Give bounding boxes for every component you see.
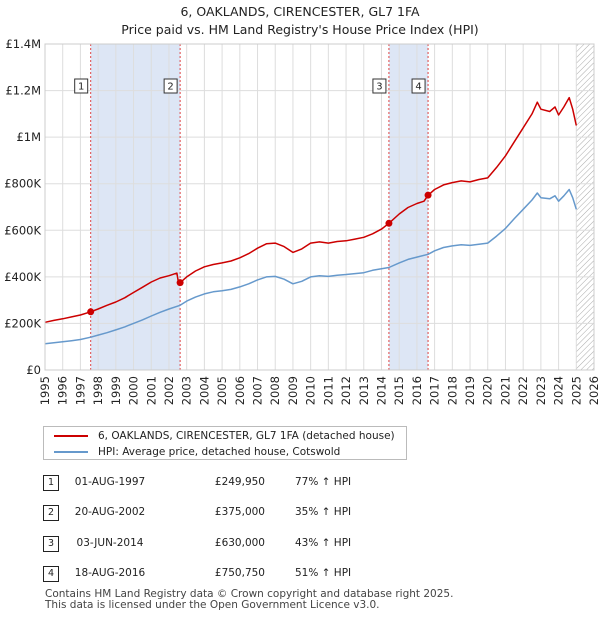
sale-marker-label: 4 — [415, 82, 421, 93]
sale-hpi-change: 43% ↑ HPI — [295, 537, 352, 549]
attribution-line-1: Contains HM Land Registry data © Crown c… — [45, 588, 454, 600]
price-chart: 1 2 3 4 £0 £200K £400K £600K £800K £1M £1.2M £1.4M… — [4, 37, 600, 405]
x-tick-label: 2020 — [481, 376, 495, 405]
attribution-footer: Contains HM Land Registry data © Crown c… — [45, 589, 453, 611]
x-tick-label: 2010 — [304, 376, 318, 405]
y-tick-label: £400K — [4, 270, 41, 284]
x-tick-label: 2021 — [498, 376, 512, 405]
sale-price: £375,000 — [214, 506, 265, 518]
sale-date: 20-AUG-2002 — [74, 506, 146, 518]
x-tick-label: 2017 — [428, 376, 442, 405]
sale-row: 1 01-AUG-1997 £249,950 77% ↑ HPI — [0, 475, 600, 493]
x-tick-label: 2016 — [410, 376, 424, 405]
x-tick-label: 2025 — [569, 376, 583, 405]
x-tick-label: 2007 — [251, 376, 265, 405]
x-tick-label: 2006 — [233, 376, 247, 405]
x-tick-label: 2003 — [180, 376, 194, 405]
x-tick-label: 2004 — [197, 376, 211, 405]
x-tick-label: 2008 — [268, 376, 282, 405]
x-tick-label: 1998 — [91, 376, 105, 405]
y-tick-label: £0 — [26, 363, 41, 377]
sale-row: 2 20-AUG-2002 £375,000 35% ↑ HPI — [0, 505, 600, 523]
x-tick-label: 2001 — [144, 376, 158, 405]
sale-point — [424, 191, 432, 199]
x-tick-label: 2022 — [516, 376, 530, 405]
x-tick-label: 2019 — [463, 376, 477, 405]
plot-area-frame — [44, 43, 595, 371]
x-tick-label: 1999 — [109, 376, 123, 405]
shaded-period — [90, 44, 181, 370]
sale-price: £750,750 — [214, 567, 265, 579]
sale-number-badge: 4 — [43, 566, 59, 582]
sale-row: 4 18-AUG-2016 £750,750 51% ↑ HPI — [0, 566, 600, 584]
x-tick-label: 2014 — [374, 376, 388, 405]
x-tick-label: 2024 — [552, 376, 566, 405]
x-tick-label: 1995 — [38, 376, 52, 405]
sale-number-badge: 3 — [43, 536, 59, 552]
x-tick-label: 2012 — [339, 376, 353, 405]
sale-row: 3 03-JUN-2014 £630,000 43% ↑ HPI — [0, 536, 600, 554]
sale-marker-label: 2 — [167, 82, 173, 93]
sale-hpi-change: 35% ↑ HPI — [295, 506, 352, 518]
x-tick-label: 1997 — [73, 376, 87, 405]
legend-label-hpi: HPI: Average price, detached house, Cots… — [98, 446, 341, 458]
sale-number-badge: 1 — [43, 475, 59, 491]
attribution-line-2: This data is licensed under the Open Gov… — [45, 599, 380, 611]
sale-marker-box — [74, 78, 89, 94]
y-tick-label: £200K — [4, 316, 41, 330]
sale-date: 18-AUG-2016 — [74, 567, 146, 579]
x-tick-label: 2015 — [392, 376, 406, 405]
y-tick-label: £1.4M — [5, 37, 41, 51]
y-tick-label: £1M — [16, 130, 41, 144]
chart-legend: 6, OAKLANDS, CIRENCESTER, GL7 1FA (detac… — [43, 426, 407, 460]
x-tick-label: 2005 — [215, 376, 229, 405]
x-tick-label: 2000 — [127, 376, 141, 405]
hpi-series-line — [44, 188, 578, 345]
sale-marker-box — [411, 78, 426, 94]
sale-point — [385, 219, 393, 227]
sale-hpi-change: 77% ↑ HPI — [295, 476, 352, 488]
x-tick-label: 2002 — [162, 376, 176, 405]
sale-point — [87, 308, 95, 316]
property-series-line — [44, 96, 578, 324]
x-tick-label: 2026 — [587, 376, 600, 405]
legend-label-property: 6, OAKLANDS, CIRENCESTER, GL7 1FA (detac… — [98, 430, 395, 442]
y-tick-label: £600K — [4, 223, 41, 237]
x-tick-label: 2018 — [445, 376, 459, 405]
forecast-hatch-region — [576, 44, 594, 370]
sale-point — [176, 279, 184, 287]
sale-marker-label: 1 — [78, 82, 84, 93]
y-tick-label: £800K — [4, 177, 41, 191]
x-tick-label: 1996 — [56, 376, 70, 405]
x-tick-label: 2009 — [286, 376, 300, 405]
chart-title: 6, OAKLANDS, CIRENCESTER, GL7 1FA — [180, 4, 420, 19]
x-tick-label: 2011 — [321, 376, 335, 405]
sale-marker-label: 3 — [376, 82, 382, 93]
legend-swatch-hpi — [54, 451, 88, 453]
chart-title-block: 6, OAKLANDS, CIRENCESTER, GL7 1FA Price … — [0, 3, 600, 39]
sale-date: 01-AUG-1997 — [74, 476, 146, 488]
sale-number-badge: 2 — [43, 505, 59, 521]
x-tick-label: 2013 — [357, 376, 371, 405]
y-tick-label: £1.2M — [5, 84, 41, 98]
sale-date: 03-JUN-2014 — [76, 537, 144, 549]
sale-price: £630,000 — [214, 537, 265, 549]
legend-swatch-property — [54, 435, 88, 437]
sale-hpi-change: 51% ↑ HPI — [295, 567, 352, 579]
chart-subtitle: Price paid vs. HM Land Registry's House … — [121, 22, 479, 37]
sale-price: £249,950 — [214, 476, 265, 488]
x-tick-label: 2023 — [534, 376, 548, 405]
sale-marker-box — [163, 78, 178, 94]
sale-marker-box — [372, 78, 387, 94]
